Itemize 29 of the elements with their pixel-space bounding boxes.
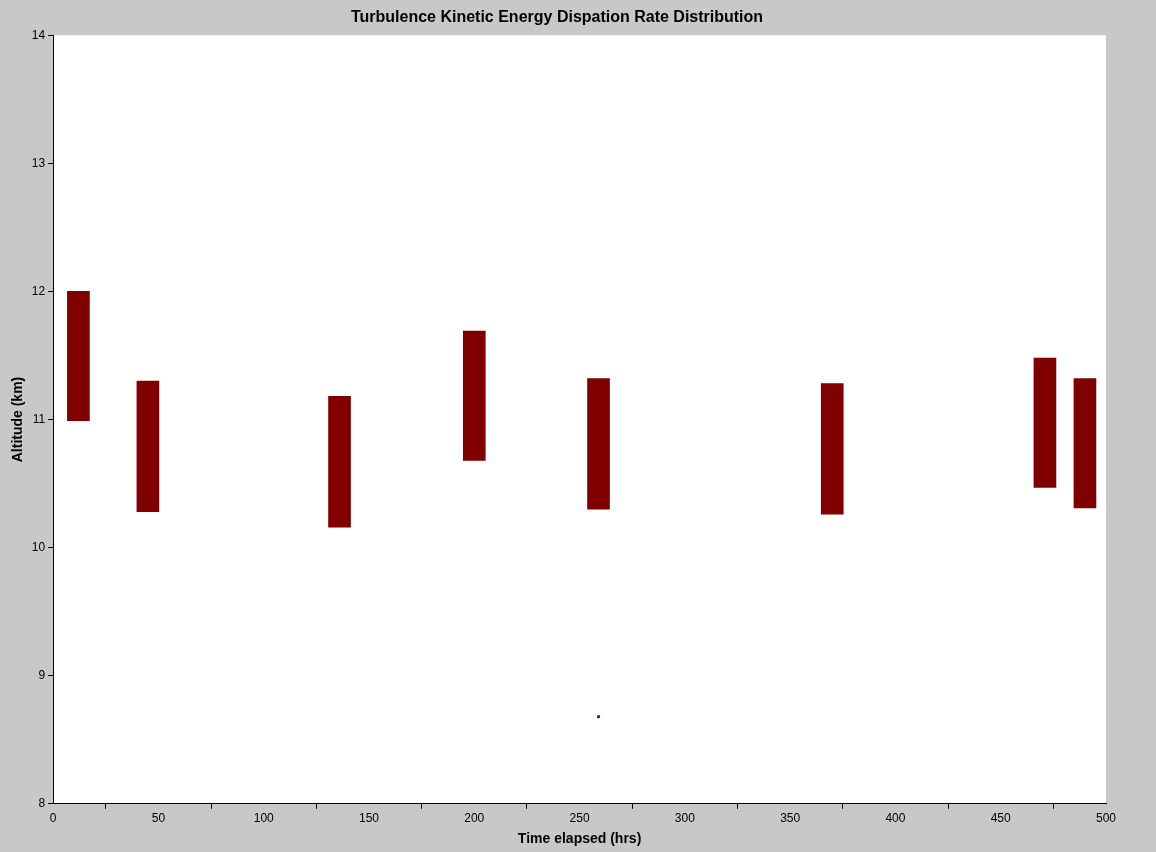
x-tick-label: 50 — [151, 811, 166, 826]
bar — [1033, 357, 1057, 488]
y-tick-label: 13 — [31, 155, 46, 170]
bar — [1073, 378, 1097, 509]
x-tick-label: 350 — [780, 811, 801, 826]
y-tick-label: 9 — [38, 668, 46, 683]
chart-title: Turbulence Kinetic Energy Dispation Rate Distribution — [350, 8, 764, 26]
x-tick-label: 500 — [1095, 811, 1117, 826]
bar — [462, 330, 486, 461]
y-axis-title: Altitude (km) — [9, 376, 26, 463]
x-axis-title: Time elapsed (hrs) — [517, 830, 642, 847]
bar — [328, 396, 351, 528]
y-tick-label: 12 — [31, 283, 46, 298]
x-tick-label: 150 — [358, 811, 380, 826]
x-tick-label: 200 — [464, 811, 485, 826]
y-tick-label: 11 — [32, 411, 46, 426]
bar — [136, 380, 160, 513]
bar — [587, 378, 610, 510]
bar — [820, 383, 844, 515]
x-tick-label: 450 — [990, 811, 1012, 826]
x-tick-label: 300 — [674, 811, 696, 826]
y-tick-label: 10 — [31, 539, 46, 554]
y-tick-label: 14 — [31, 27, 46, 42]
x-tick-label: 400 — [885, 811, 906, 826]
x-tick-label: 100 — [253, 811, 275, 826]
y-tick-label: 8 — [38, 796, 46, 811]
x-tick-label: 0 — [49, 811, 57, 826]
bar — [67, 291, 90, 422]
x-tick-label: 250 — [569, 811, 590, 826]
